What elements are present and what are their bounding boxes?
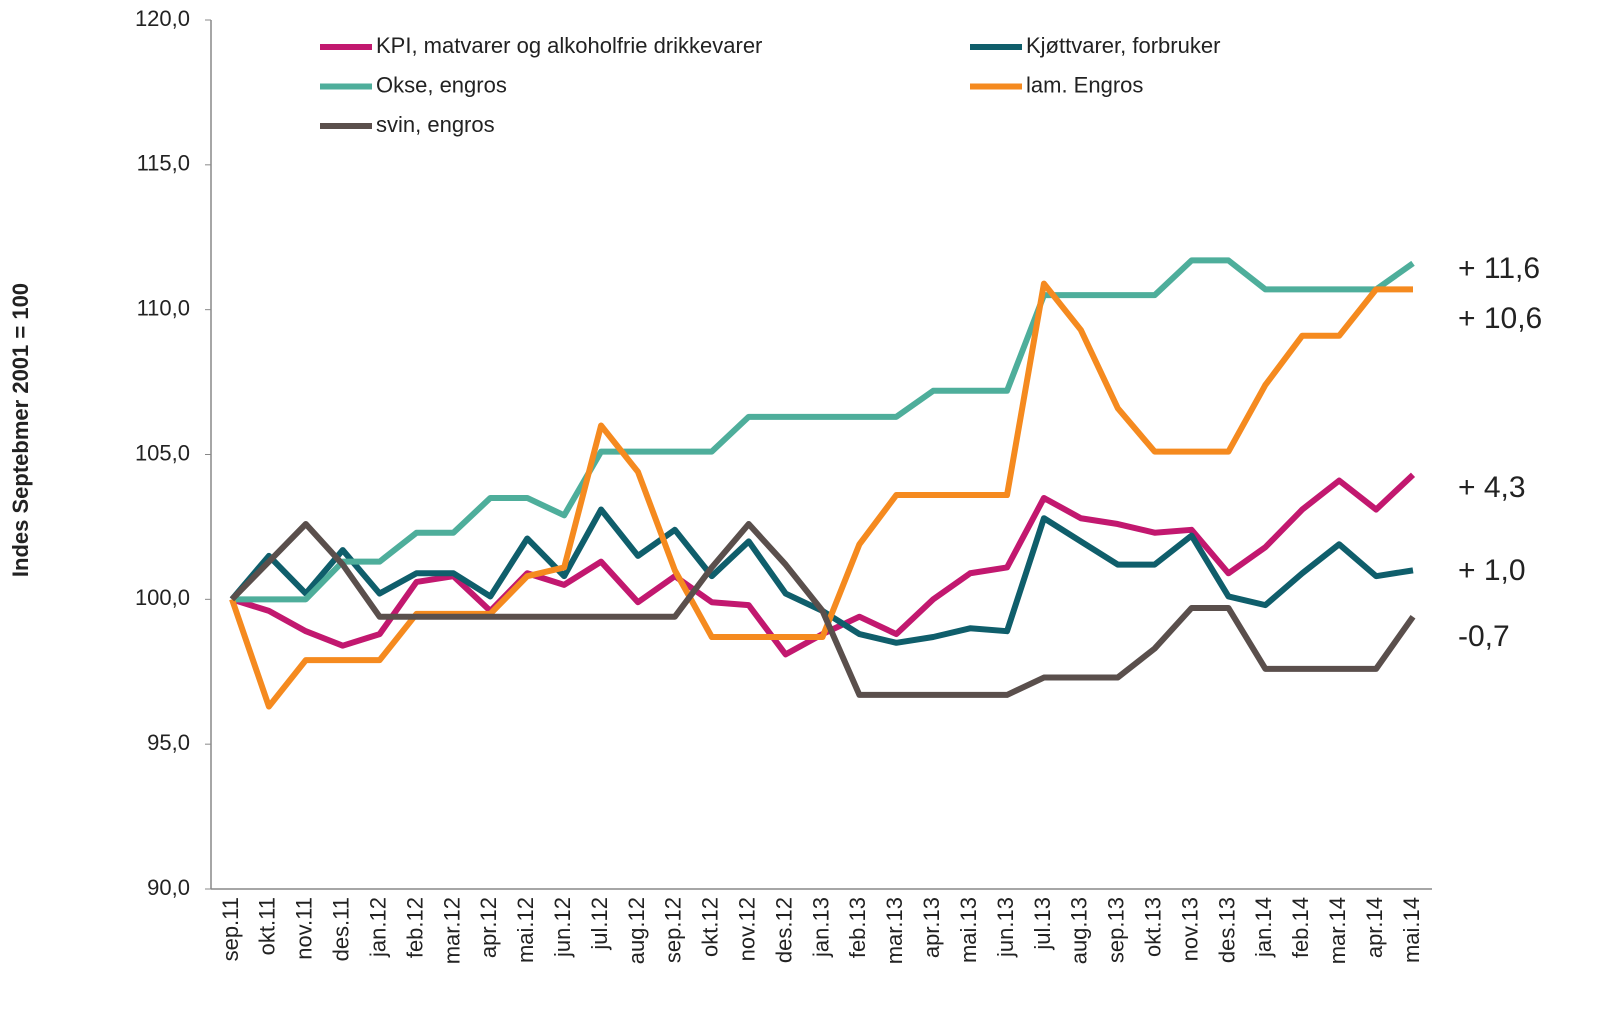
y-tick-label: 95,0 [147,730,190,755]
x-tick-label: feb.12 [402,897,427,958]
y-axis-label: Indes Septebmer 2001 = 100 [8,283,33,577]
x-tick-label: nov.13 [1177,897,1202,961]
y-tick-label: 105,0 [135,440,190,465]
x-tick-label: sep.11 [218,897,243,961]
legend-label: Kjøttvarer, forbruker [1026,33,1220,58]
legend-label: Okse, engros [376,72,507,97]
x-tick-label: aug.13 [1067,897,1092,964]
x-tick-label: jun.13 [993,897,1018,958]
x-tick-label: mar.12 [439,897,464,964]
x-tick-label: nov.12 [735,897,760,961]
x-tick-label: jan.13 [808,897,833,958]
annotation: -0,7 [1458,620,1510,653]
series-line [229,521,1416,698]
series-line [232,257,1415,603]
x-tick-label: jun.12 [550,897,575,958]
x-tick-label: sep.13 [1104,897,1129,963]
x-tick-label: okt.13 [1140,897,1165,957]
x-tick-label: des.12 [771,897,796,963]
x-tick-label: jan.12 [365,897,390,958]
x-tick-label: mai.12 [513,897,538,963]
x-tick-label: mai.14 [1399,897,1424,963]
annotation: + 10,6 [1458,302,1542,335]
x-tick-label: apr.12 [476,897,501,958]
x-tick-label: nov.11 [292,897,317,960]
legend-label: lam. Engros [1026,72,1143,97]
x-tick-label: sep.12 [661,897,686,963]
x-tick-label: feb.14 [1288,897,1313,958]
x-tick-label: aug.12 [624,897,649,964]
x-tick-label: jan.14 [1251,897,1276,958]
legend-label: svin, engros [376,112,495,137]
x-tick-label: des.11 [329,897,354,961]
x-tick-label: okt.11 [255,897,280,955]
x-tick-label: mai.13 [956,897,981,963]
y-tick-label: 100,0 [135,585,190,610]
x-tick-label: apr.13 [919,897,944,958]
y-tick-label: 110,0 [137,295,190,320]
x-tick-label: jul.12 [587,897,612,951]
annotation: + 1,0 [1458,554,1526,587]
x-tick-label: mar.14 [1325,897,1350,964]
y-tick-label: 115,0 [137,151,190,176]
x-tick-label: mar.13 [882,897,907,964]
y-tick-label: 90,0 [147,875,190,900]
annotation: + 4,3 [1458,471,1526,504]
x-tick-label: okt.12 [698,897,723,957]
x-tick-label: feb.13 [845,897,870,958]
annotation: + 11,6 [1458,252,1540,285]
x-tick-label: jul.13 [1030,897,1055,951]
y-tick-label: 120,0 [135,6,190,31]
legend-label: KPI, matvarer og alkoholfrie drikkevarer [376,33,762,58]
x-tick-label: apr.14 [1362,897,1387,958]
series-line [229,280,1413,710]
x-tick-label: des.13 [1214,897,1239,963]
